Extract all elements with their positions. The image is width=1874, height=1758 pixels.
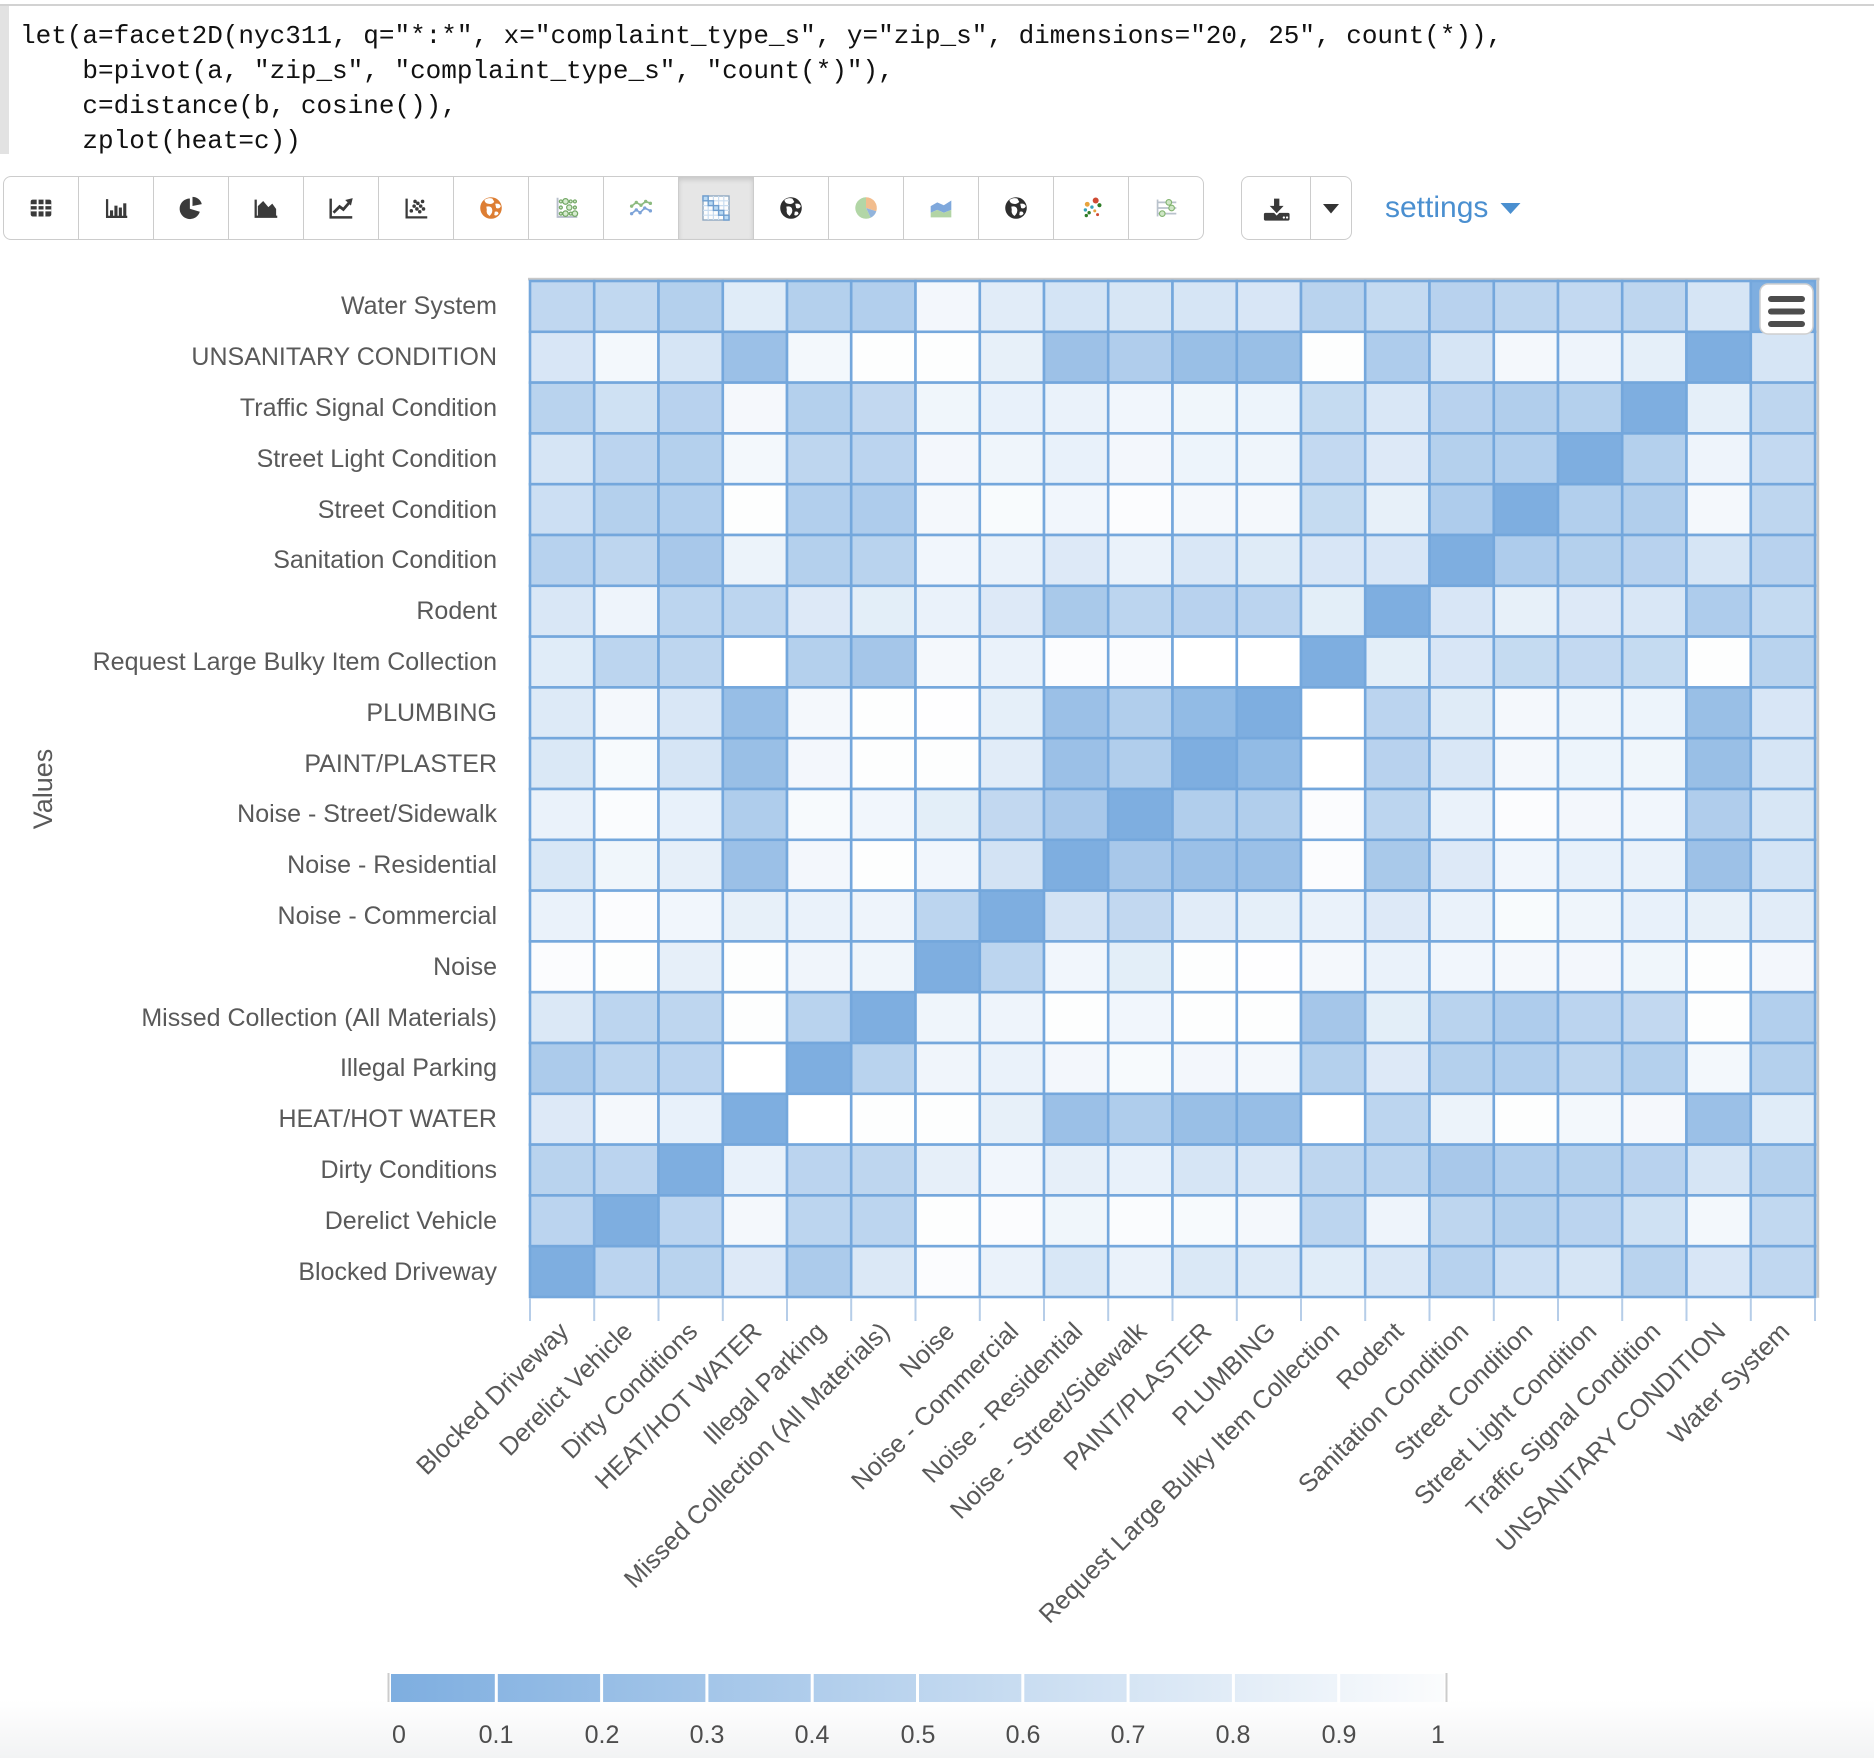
svg-text:PLUMBING: PLUMBING bbox=[366, 699, 497, 727]
svg-text:Values: Values bbox=[28, 749, 58, 830]
svg-text:Noise - Street/Sidewalk: Noise - Street/Sidewalk bbox=[237, 800, 497, 828]
svg-text:0.3: 0.3 bbox=[690, 1721, 725, 1749]
svg-text:0.2: 0.2 bbox=[585, 1721, 620, 1749]
svg-text:Noise: Noise bbox=[433, 953, 497, 981]
svg-text:Rodent: Rodent bbox=[416, 597, 497, 625]
svg-text:0.9: 0.9 bbox=[1322, 1721, 1357, 1749]
svg-text:Request Large Bulky Item Colle: Request Large Bulky Item Collection bbox=[93, 648, 497, 676]
svg-text:Missed Collection (All Materia: Missed Collection (All Materials) bbox=[141, 1004, 497, 1032]
svg-text:1: 1 bbox=[1431, 1721, 1445, 1749]
svg-text:HEAT/HOT WATER: HEAT/HOT WATER bbox=[278, 1105, 497, 1133]
svg-text:Traffic Signal Condition: Traffic Signal Condition bbox=[240, 394, 497, 422]
svg-text:UNSANITARY CONDITION: UNSANITARY CONDITION bbox=[191, 343, 497, 371]
svg-text:Dirty Conditions: Dirty Conditions bbox=[321, 1156, 497, 1184]
svg-text:0.8: 0.8 bbox=[1216, 1721, 1251, 1749]
svg-text:Blocked Driveway: Blocked Driveway bbox=[298, 1258, 497, 1286]
svg-text:Sanitation Condition: Sanitation Condition bbox=[273, 546, 497, 574]
svg-text:Street Light Condition: Street Light Condition bbox=[257, 445, 497, 473]
svg-text:Derelict Vehicle: Derelict Vehicle bbox=[325, 1207, 497, 1235]
svg-text:PAINT/PLASTER: PAINT/PLASTER bbox=[304, 750, 497, 778]
svg-text:0.5: 0.5 bbox=[901, 1721, 936, 1749]
svg-text:0.4: 0.4 bbox=[795, 1721, 830, 1749]
svg-text:Illegal Parking: Illegal Parking bbox=[340, 1054, 497, 1082]
svg-text:Noise - Commercial: Noise - Commercial bbox=[278, 902, 497, 930]
svg-text:0: 0 bbox=[392, 1721, 406, 1749]
svg-text:0.6: 0.6 bbox=[1006, 1721, 1041, 1749]
svg-text:Street Condition: Street Condition bbox=[318, 496, 497, 524]
svg-text:Noise - Residential: Noise - Residential bbox=[287, 851, 497, 879]
svg-text:0.1: 0.1 bbox=[479, 1721, 514, 1749]
svg-text:Water System: Water System bbox=[341, 292, 497, 320]
svg-text:0.7: 0.7 bbox=[1111, 1721, 1146, 1749]
